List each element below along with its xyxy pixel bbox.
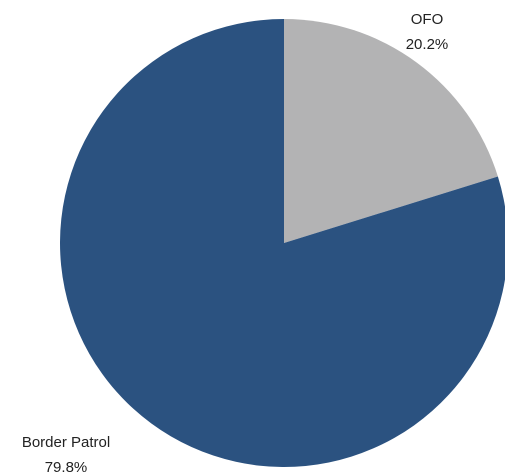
pie-slice-ofo <box>284 19 498 243</box>
pie-slice-border-patrol <box>60 19 505 467</box>
slice-label-border-patrol-name: Border Patrol <box>22 434 110 451</box>
slice-label-ofo-value: 20.2% <box>406 36 449 53</box>
pie-slices <box>60 19 505 467</box>
slice-label-border-patrol-value: 79.8% <box>45 459 88 476</box>
pie-labels: OFO 20.2% Border Patrol 79.8% <box>22 11 448 476</box>
slice-label-ofo-name: OFO <box>411 11 444 28</box>
